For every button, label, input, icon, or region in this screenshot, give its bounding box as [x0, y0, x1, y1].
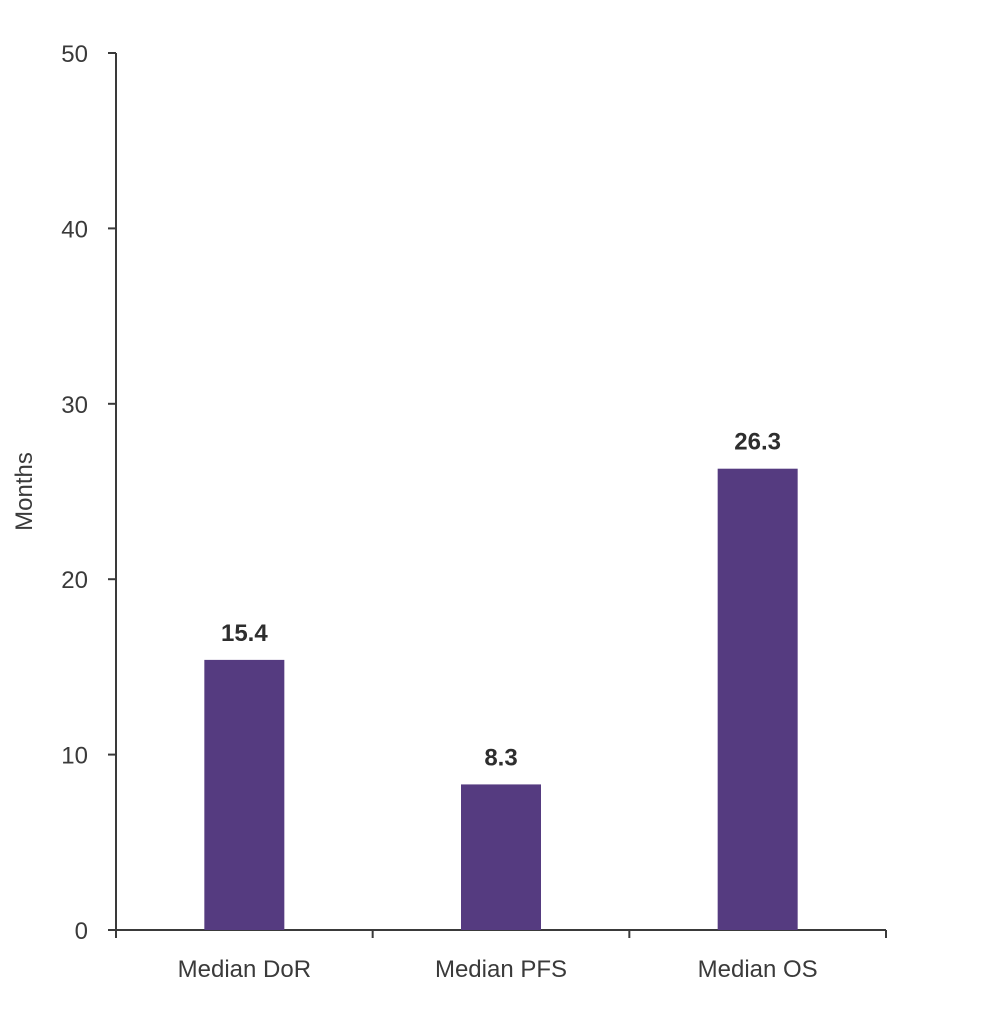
bar-value-label: 15.4 — [221, 620, 268, 647]
y-axis: 0 10 20 30 40 50 — [61, 41, 117, 945]
bar-value-label: 26.3 — [734, 429, 781, 456]
data-labels: 15.4 8.3 26.3 — [221, 429, 781, 772]
y-tick-label: 0 — [75, 918, 88, 945]
bars — [204, 468, 798, 930]
y-tick-label: 50 — [61, 41, 88, 68]
x-axis: Median DoR Median PFS Median OS — [115, 929, 887, 983]
y-axis-title: Months — [11, 452, 38, 531]
y-tick-label: 20 — [61, 567, 88, 594]
bar-value-label: 8.3 — [484, 744, 517, 771]
bar-median-pfs — [461, 784, 541, 930]
x-category-label: Median PFS — [435, 956, 567, 983]
x-category-label: Median DoR — [178, 956, 311, 983]
y-tick-label: 10 — [61, 743, 88, 770]
x-category-label: Median OS — [698, 956, 818, 983]
y-tick-label: 40 — [61, 216, 88, 243]
y-tick-label: 30 — [61, 392, 88, 419]
bar-median-os — [717, 468, 798, 930]
bar-median-dor — [204, 659, 285, 930]
